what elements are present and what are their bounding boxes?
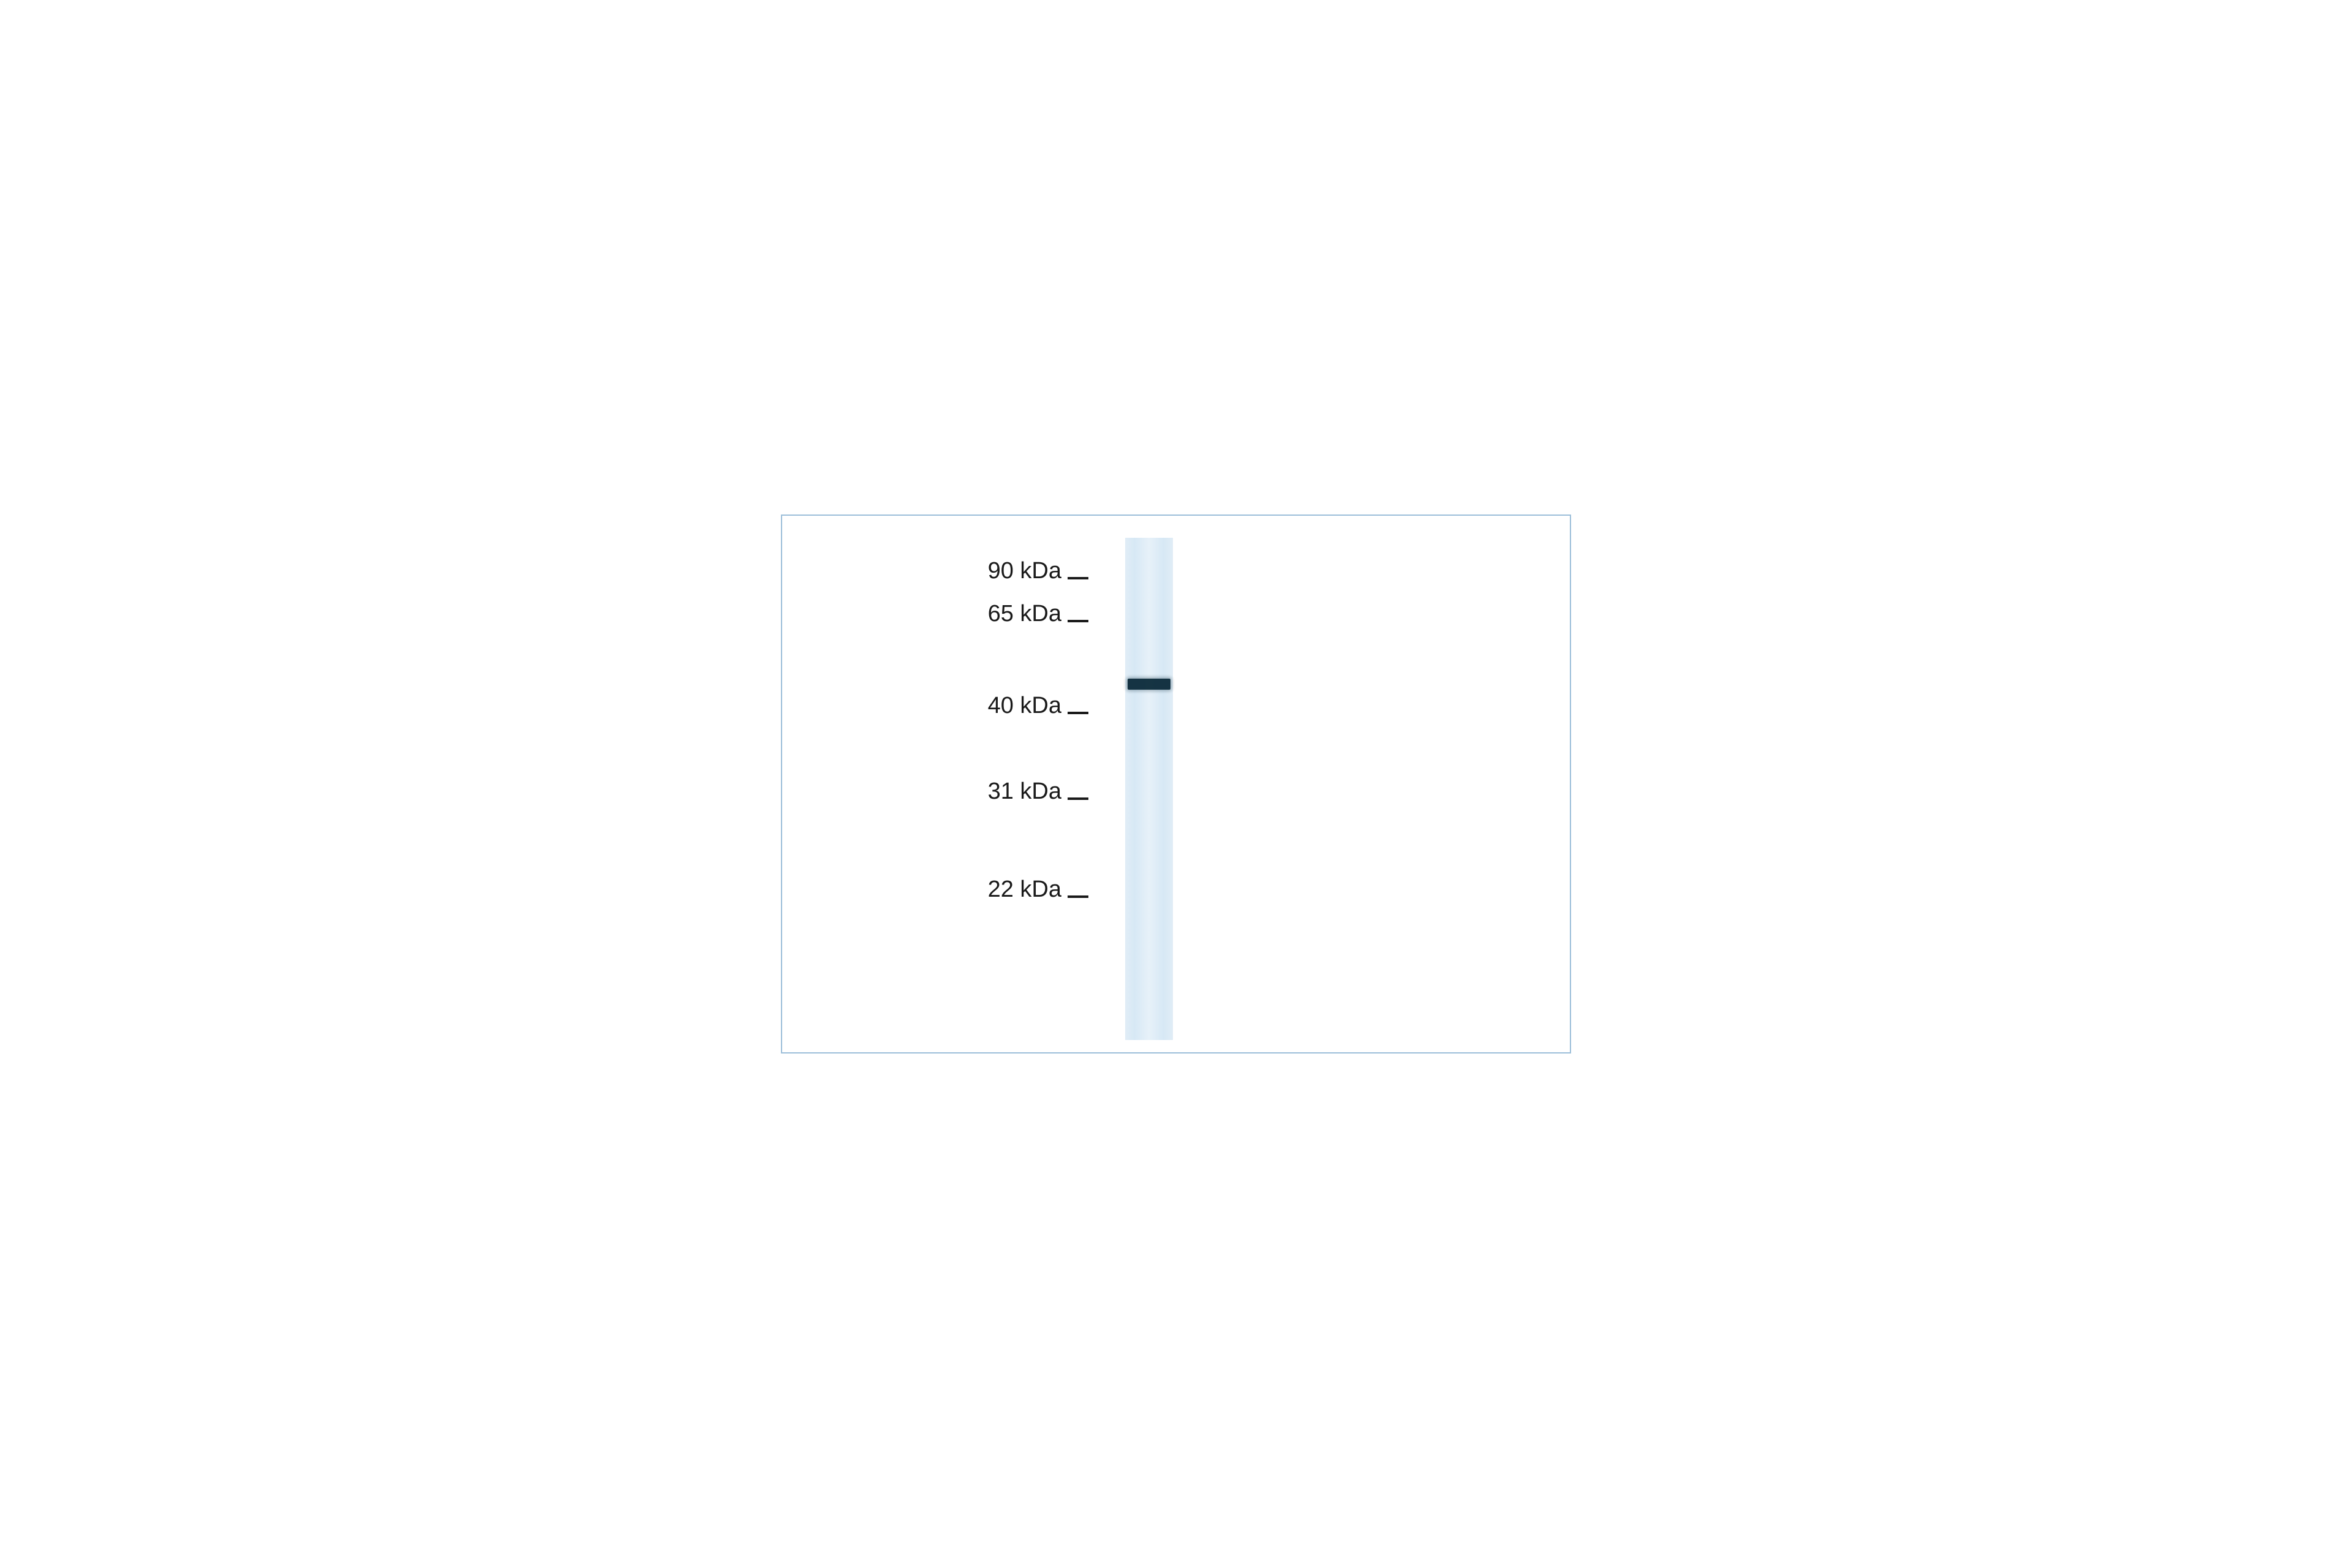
marker-label: 65 kDa (988, 601, 1061, 627)
marker-tick (1068, 712, 1088, 714)
protein-band (1128, 679, 1170, 690)
marker-label: 22 kDa (988, 876, 1061, 903)
marker-label: 90 kDa (988, 558, 1061, 584)
western-blot-figure: 90 kDa 65 kDa 40 kDa 31 kDa 22 kDa (781, 514, 1571, 1054)
marker-tick (1068, 797, 1088, 800)
marker-label: 31 kDa (988, 778, 1061, 805)
blot-lane (1125, 538, 1173, 1040)
marker-label: 40 kDa (988, 693, 1061, 719)
marker-tick (1068, 577, 1088, 579)
marker-tick (1068, 620, 1088, 622)
marker-tick (1068, 895, 1088, 898)
